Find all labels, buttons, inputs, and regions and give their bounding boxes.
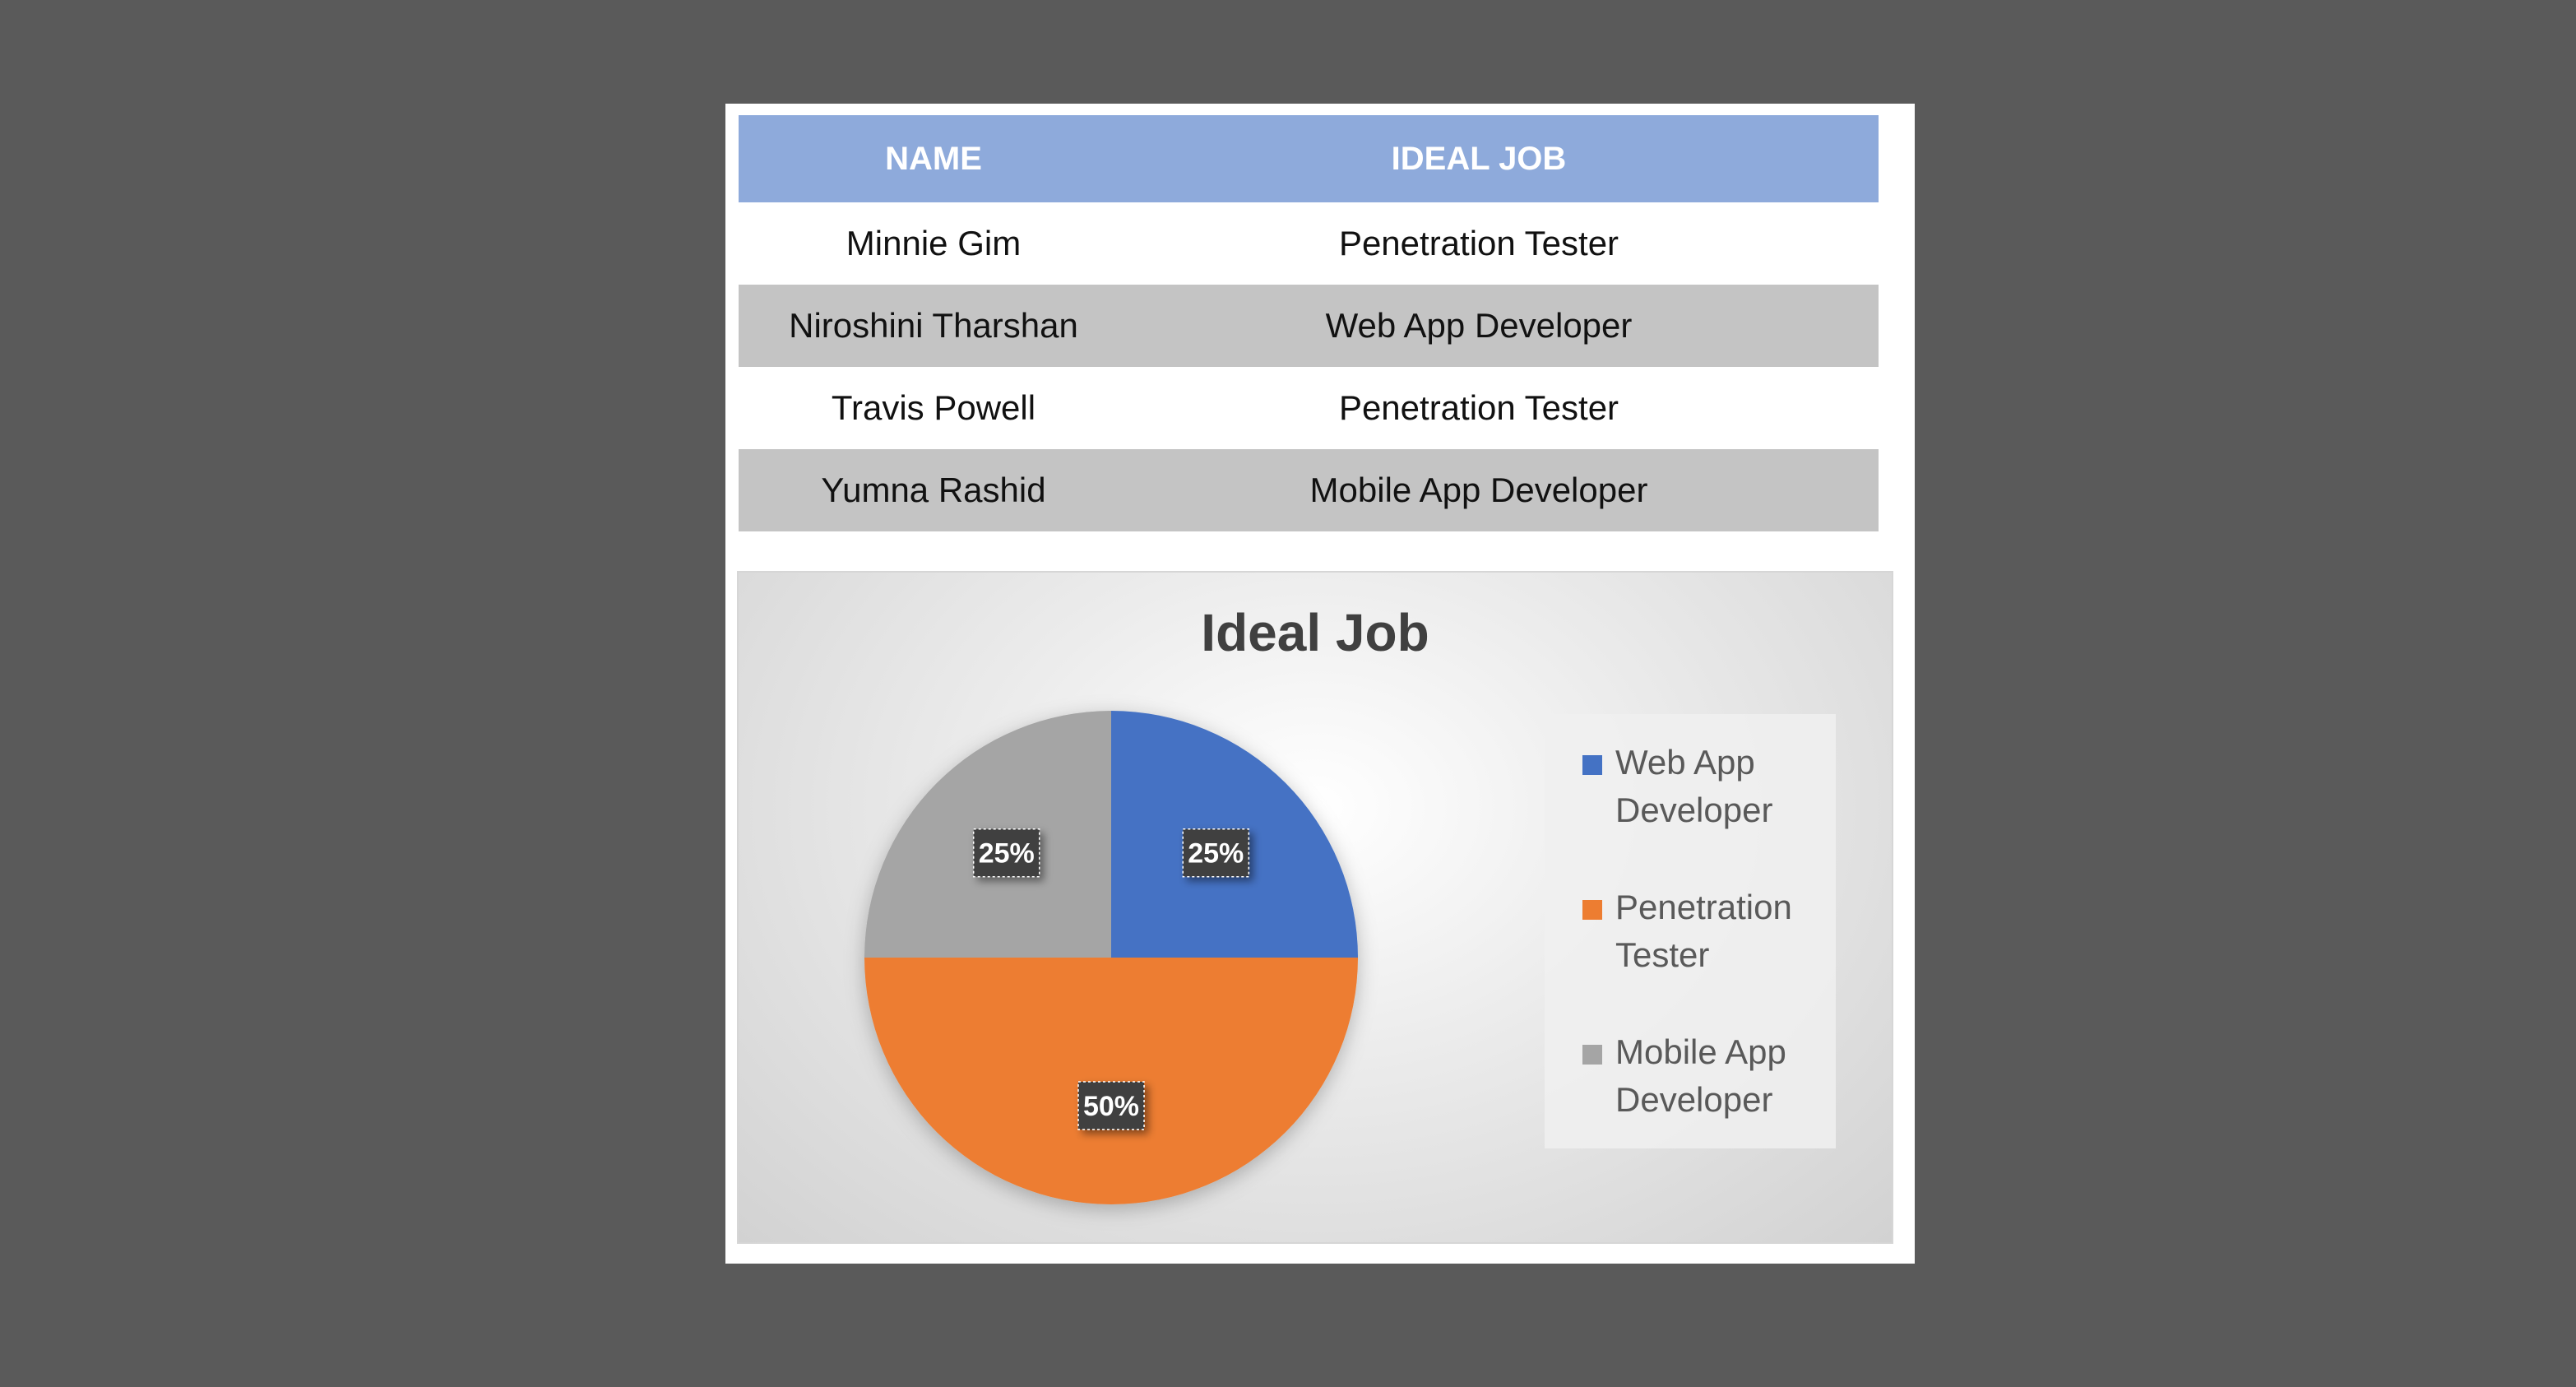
table-row: Yumna Rashid Mobile App Developer: [739, 449, 1879, 531]
chart-title: Ideal Job: [1201, 603, 1429, 662]
data-label-box: [972, 828, 1040, 878]
table-row: Niroshini Tharshan Web App Developer: [739, 285, 1879, 367]
table-header-row: NAME IDEAL JOB: [739, 115, 1879, 202]
chart-legend: Web App Developer Penetration Tester Mobil…: [1545, 714, 1836, 1148]
data-label: 50%: [1077, 1081, 1145, 1130]
data-label-text: 50%: [1083, 1091, 1139, 1122]
cell-name: Yumna Rashid: [821, 471, 1046, 509]
header-name: NAME: [885, 140, 982, 177]
cell-job: Mobile App Developer: [1309, 471, 1648, 509]
worksheet: NAME IDEAL JOB Minnie Gim Penetration Te…: [725, 104, 1915, 1264]
legend-swatch: [1582, 900, 1602, 920]
legend-swatch: [1582, 755, 1602, 775]
table-row: Travis Powell Penetration Tester: [739, 367, 1879, 449]
pie-slice-penetration-tester: [864, 958, 1358, 1204]
data-label-box: [1077, 1081, 1145, 1130]
data-label-text: 25%: [1188, 838, 1244, 870]
legend-label: Penetration Tester: [1615, 888, 1792, 974]
cell-name: Travis Powell: [831, 388, 1036, 427]
legend-swatch: [1582, 1045, 1602, 1065]
data-label: 25%: [1182, 828, 1250, 878]
data-label-box: [1182, 828, 1250, 878]
pie-chart-svg: 25% 50% 25%: [864, 711, 1358, 1204]
data-label-text: 25%: [979, 838, 1035, 870]
cell-job: Web App Developer: [1325, 306, 1633, 345]
cell-name: Minnie Gim: [846, 224, 1022, 262]
table-row: Minnie Gim Penetration Tester: [739, 202, 1879, 285]
cell-job: Penetration Tester: [1338, 388, 1619, 427]
ideal-job-table: NAME IDEAL JOB Minnie Gim Penetration Te…: [739, 115, 1879, 531]
header-ideal-job: IDEAL JOB: [1391, 140, 1567, 177]
cell-name: Niroshini Tharshan: [789, 306, 1078, 345]
pie-chart: Ideal Job 25% 50% 25% Web App Developer Pen…: [737, 571, 1893, 1244]
legend-label: Mobile App Developer: [1615, 1032, 1786, 1119]
legend-label: Web App Developer: [1615, 743, 1773, 829]
data-label: 25%: [972, 828, 1040, 878]
cell-job: Penetration Tester: [1338, 224, 1619, 262]
